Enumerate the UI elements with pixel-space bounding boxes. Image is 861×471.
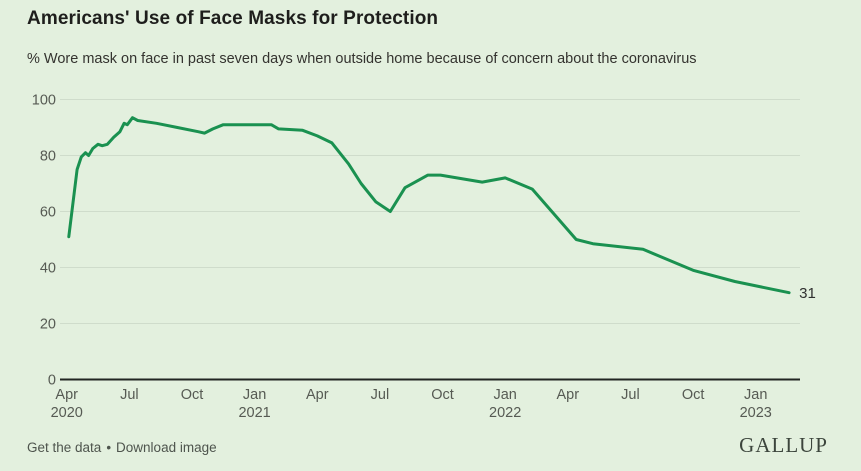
y-axis-tick-label: 40: [40, 261, 56, 277]
y-axis-tick-label: 100: [32, 93, 56, 109]
x-axis-tick-label: Oct: [181, 387, 204, 403]
page-title: Americans' Use of Face Masks for Protect…: [27, 8, 439, 29]
y-axis-tick-label: 20: [40, 317, 56, 333]
x-axis-tick-label: Oct: [682, 387, 705, 403]
x-axis-tick-label: Apr: [55, 387, 78, 403]
x-axis-tick-label: Jan: [493, 387, 516, 403]
x-axis-tick-label: Jan: [744, 387, 767, 403]
x-axis-year-label: 2022: [489, 405, 521, 421]
bullet-separator: •: [106, 440, 112, 455]
y-axis-tick-label: 80: [40, 149, 56, 165]
mask-trend-line: [67, 116, 791, 295]
download-image-link[interactable]: Download image: [116, 440, 217, 455]
x-axis-year-label: 2020: [51, 405, 83, 421]
footer-links: Get the data • Download image: [27, 440, 217, 455]
x-axis-year-label: 2023: [740, 405, 772, 421]
end-value-label: 31: [799, 285, 816, 302]
x-axis-tick-label: Jul: [621, 387, 640, 403]
x-axis-tick-label: Oct: [431, 387, 454, 403]
x-axis-tick-label: Apr: [557, 387, 580, 403]
x-axis-tick-label: Jan: [243, 387, 266, 403]
x-axis-tick-label: Jul: [120, 387, 139, 403]
get-the-data-link[interactable]: Get the data: [27, 440, 102, 455]
gallup-logo: GALLUP: [739, 433, 828, 457]
chart-subtitle: % Wore mask on face in past seven days w…: [27, 51, 697, 67]
x-axis-tick-label: Apr: [306, 387, 329, 403]
y-axis-tick-label: 0: [48, 373, 56, 389]
x-axis-year-label: 2021: [238, 405, 270, 421]
y-axis-tick-label: 60: [40, 205, 56, 221]
x-axis-tick-label: Jul: [371, 387, 390, 403]
